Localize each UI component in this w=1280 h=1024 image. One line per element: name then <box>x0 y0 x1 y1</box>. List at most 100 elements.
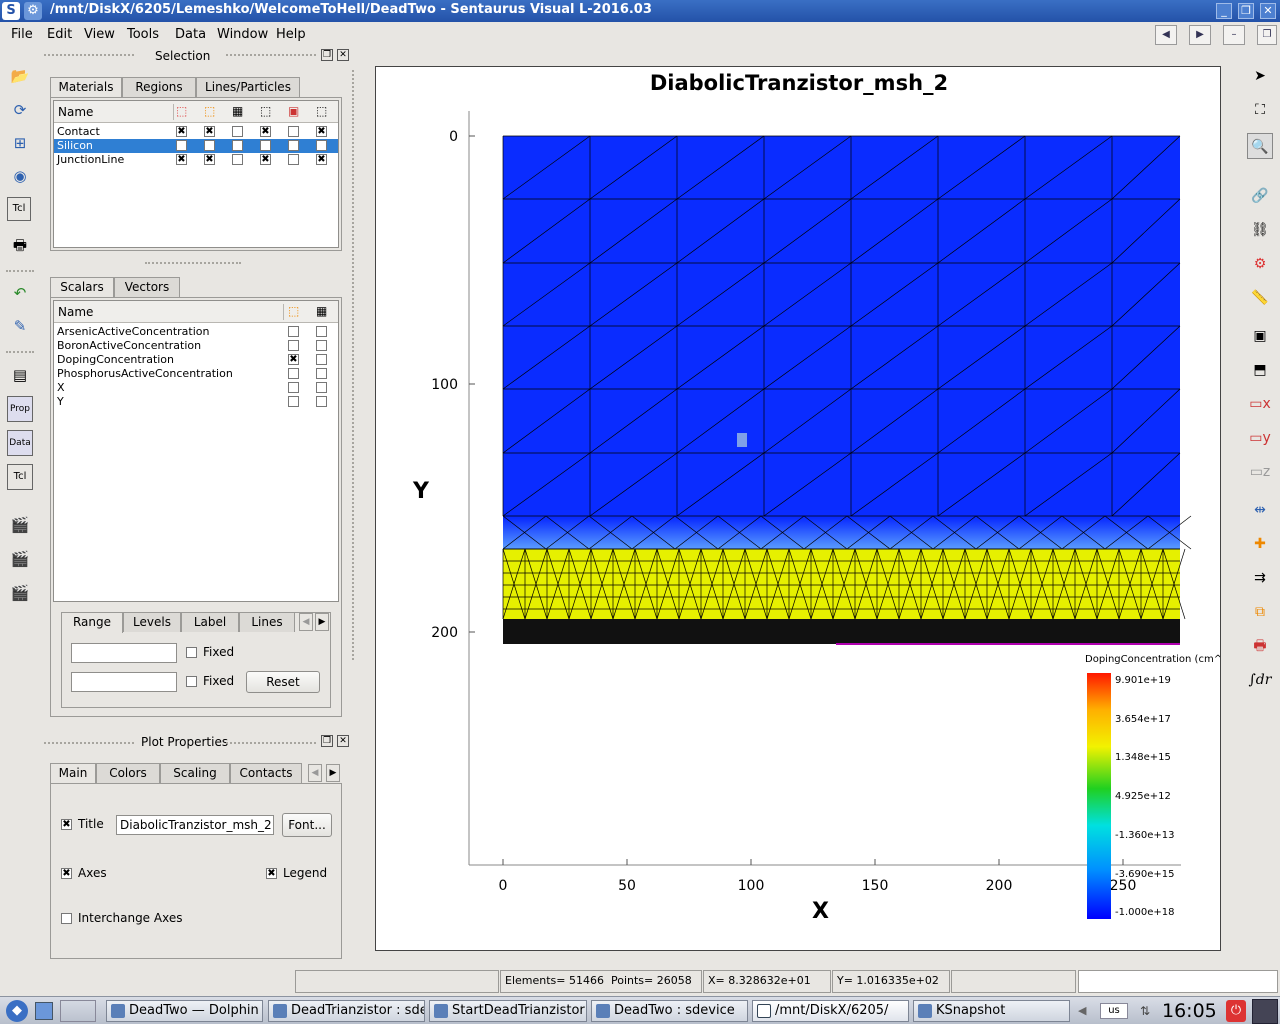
material-visibility-checkbox[interactable]: ✖ <box>176 154 187 165</box>
material-visibility-checkbox[interactable]: ✖ <box>204 126 215 137</box>
scalar-display-checkbox[interactable] <box>288 368 299 379</box>
min-fixed-checkbox[interactable] <box>186 647 197 658</box>
app-icon[interactable]: S <box>2 2 20 20</box>
splitter-grip[interactable] <box>145 262 241 266</box>
open-folder-icon[interactable]: 📂 <box>10 67 30 85</box>
max-fixed-checkbox[interactable] <box>186 676 197 687</box>
ruler-icon[interactable]: 📏 <box>1251 290 1269 306</box>
keyboard-layout[interactable]: us <box>1100 1003 1128 1019</box>
next-tab-arrow-icon[interactable]: ▶ <box>1189 25 1211 45</box>
scalar-display-checkbox[interactable] <box>316 340 327 351</box>
material-row[interactable]: Contact ✖ ✖ ✖ ✖ <box>54 125 338 139</box>
prop-panel-icon[interactable]: Prop <box>7 396 33 422</box>
show-label-icon[interactable]: ⬚ <box>316 104 328 118</box>
undo-icon[interactable]: ↶ <box>13 284 27 302</box>
pen-icon[interactable]: ✎ <box>13 317 27 335</box>
tab-scalars[interactable]: Scalars <box>50 277 114 298</box>
close-button[interactable]: ✕ <box>1260 3 1276 19</box>
scalar-display-checkbox[interactable] <box>288 326 299 337</box>
measure-icon[interactable]: ⇹ <box>1254 502 1266 518</box>
probe-icon[interactable]: ✚ <box>1254 536 1266 552</box>
menu-window[interactable]: Window <box>217 27 269 42</box>
contour-lines-icon[interactable]: ▦ <box>316 304 328 318</box>
task-sdevice-2[interactable]: DeadTwo : sdevice <box>591 1000 748 1022</box>
mesh-icon[interactable]: ⊞ <box>13 134 27 152</box>
task-start[interactable]: StartDeadTrianzistor <box>429 1000 587 1022</box>
tray-arrow-icon[interactable]: ◀ <box>1078 1004 1087 1017</box>
camera-icon[interactable]: ◉ <box>13 167 27 185</box>
link-icon[interactable]: 🔗 <box>1251 188 1269 204</box>
task-dolphin[interactable]: DeadTwo — Dolphin <box>106 1000 263 1022</box>
material-visibility-checkbox[interactable] <box>288 140 299 151</box>
scalar-display-checkbox[interactable] <box>316 368 327 379</box>
start-menu-icon[interactable]: ◆ <box>6 1000 28 1022</box>
tab-main[interactable]: Main <box>50 763 96 784</box>
data-panel-icon[interactable]: Data <box>7 430 33 456</box>
scalar-display-checkbox[interactable] <box>316 396 327 407</box>
scalar-display-checkbox[interactable] <box>316 354 327 365</box>
material-settings-icon[interactable]: ⚙ <box>1253 256 1267 272</box>
minimize-button[interactable]: _ <box>1216 3 1232 19</box>
maximize-button[interactable]: ❐ <box>1238 3 1254 19</box>
tab-regions[interactable]: Regions <box>122 77 196 97</box>
tab-scroll-right-icon[interactable]: ▶ <box>315 613 329 631</box>
scalar-row[interactable]: X <box>54 381 338 395</box>
axes-checkbox[interactable]: ✖ <box>61 868 72 879</box>
link-select-icon[interactable]: ⛓ <box>1251 222 1269 238</box>
task-sdevice-1[interactable]: DeadTrianzistor : sdevice <box>268 1000 425 1022</box>
cutplane-icon[interactable]: ▣ <box>1253 328 1267 344</box>
tab-levels[interactable]: Levels <box>123 612 181 632</box>
material-visibility-checkbox[interactable]: ✖ <box>176 126 187 137</box>
title-checkbox[interactable]: ✖ <box>61 819 72 830</box>
material-visibility-checkbox[interactable]: ✖ <box>204 140 215 151</box>
scalar-display-checkbox[interactable] <box>288 340 299 351</box>
movie-stop-icon[interactable]: 🎬 <box>10 584 30 602</box>
tab-lines[interactable]: Lines <box>239 612 295 632</box>
menu-edit[interactable]: Edit <box>47 27 73 42</box>
scalar-row[interactable]: ArsenicActiveConcentration <box>54 325 338 339</box>
float-dock-icon[interactable]: ❐ <box>321 735 333 747</box>
select-arrow-icon[interactable]: ➤ <box>1254 68 1266 84</box>
material-visibility-checkbox[interactable] <box>232 126 243 137</box>
plot-canvas[interactable]: DiabolicTranzistor_msh_2 <box>375 66 1221 951</box>
task-sentaurus[interactable]: /mnt/DiskX/6205/ <box>752 1000 909 1022</box>
zoom-icon[interactable]: 🔍 <box>1247 133 1273 159</box>
menu-view[interactable]: View <box>84 27 115 42</box>
interchange-axes-checkbox[interactable] <box>61 913 72 924</box>
tab-scroll-right-icon[interactable]: ▶ <box>326 764 340 782</box>
scalar-row[interactable]: BoronActiveConcentration <box>54 339 338 353</box>
movie-record-icon[interactable]: 🎬 <box>10 516 30 534</box>
clock[interactable]: 16:05 <box>1162 1000 1217 1022</box>
range-min-input[interactable] <box>71 643 177 663</box>
zoom-fit-icon[interactable]: ⛶ <box>1255 102 1265 118</box>
material-visibility-checkbox[interactable]: ✖ <box>204 154 215 165</box>
material-visibility-checkbox[interactable] <box>288 126 299 137</box>
material-visibility-checkbox[interactable]: ✖ <box>316 126 327 137</box>
material-visibility-checkbox[interactable]: ✖ <box>176 140 187 151</box>
window-menu-icon[interactable]: ⚙ <box>24 2 42 20</box>
material-row[interactable]: JunctionLine ✖ ✖ ✖ ✖ <box>54 153 338 167</box>
tab-materials[interactable]: Materials <box>50 77 122 98</box>
menu-file[interactable]: File <box>11 27 33 42</box>
cut-y-icon[interactable]: ▭y <box>1249 430 1271 446</box>
mdi-minimize-button[interactable]: – <box>1223 25 1245 45</box>
title-input[interactable]: DiabolicTranzistor_msh_2 <box>116 815 274 835</box>
float-dock-icon[interactable]: ❐ <box>321 49 333 61</box>
tab-colors[interactable]: Colors <box>96 763 160 783</box>
material-visibility-checkbox[interactable]: ✖ <box>260 154 271 165</box>
scalar-display-checkbox[interactable] <box>288 396 299 407</box>
material-row[interactable]: Silicon ✖ ✖ ✖ ✖ ✖ <box>54 139 338 153</box>
plot-svg[interactable]: 0 50 100 150 200 250 0 100 200 <box>376 67 1222 952</box>
tab-lines-particles[interactable]: Lines/Particles <box>196 77 300 97</box>
range-max-input[interactable] <box>71 672 177 692</box>
desktop-icon[interactable] <box>35 1002 53 1020</box>
task-ksnapshot[interactable]: KSnapshot <box>913 1000 1070 1022</box>
scalar-row[interactable]: PhosphorusActiveConcentration <box>54 367 338 381</box>
show-border-icon[interactable]: ⬚ <box>260 104 272 118</box>
prev-tab-arrow-icon[interactable]: ◀ <box>1155 25 1177 45</box>
export-data-icon[interactable]: ⧉ <box>1255 604 1265 620</box>
tcl-script-icon[interactable]: Tcl <box>7 197 31 221</box>
material-visibility-checkbox[interactable]: ✖ <box>260 140 271 151</box>
show-3d-icon[interactable]: ▣ <box>288 104 300 118</box>
reload-icon[interactable]: ⟳ <box>13 101 27 119</box>
